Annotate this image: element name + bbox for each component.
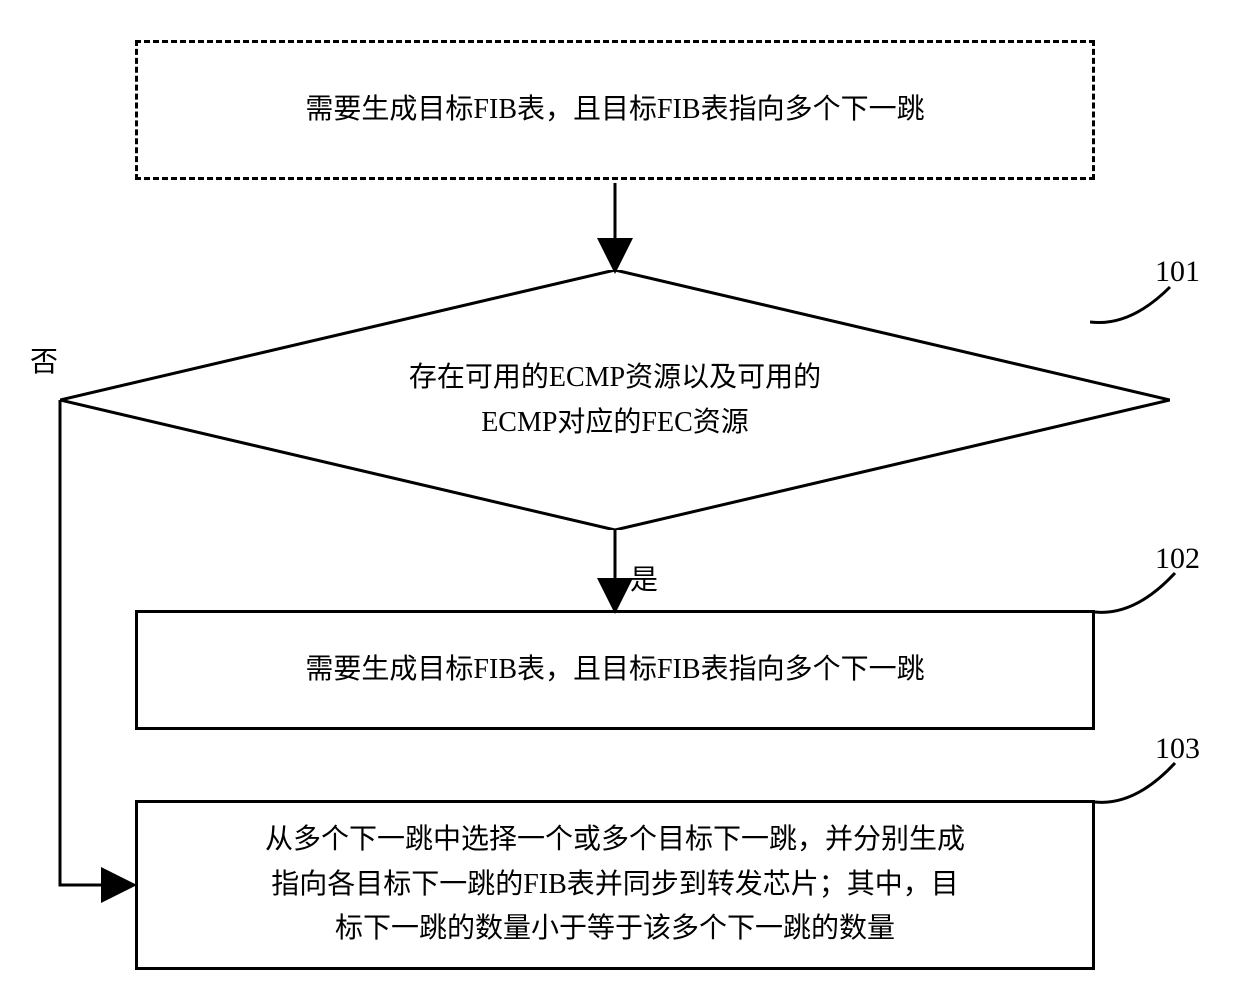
decision-diamond: 存在可用的ECMP资源以及可用的 ECMP对应的FEC资源 (60, 270, 1170, 530)
box-103-line1: 从多个下一跳中选择一个或多个目标下一跳，并分别生成 (265, 824, 965, 855)
ref-arc-101 (1090, 282, 1190, 332)
box-103-text: 从多个下一跳中选择一个或多个目标下一跳，并分别生成 指向各目标下一跳的FIB表并… (265, 818, 965, 952)
ref-label-103: 103 (1155, 732, 1200, 766)
decision-text: 存在可用的ECMP资源以及可用的 ECMP对应的FEC资源 (60, 356, 1170, 446)
ref-label-102: 102 (1155, 542, 1200, 576)
ref-arc-103 (1095, 758, 1195, 813)
flowchart-container: 需要生成目标FIB表，且目标FIB表指向多个下一跳 存在可用的ECMP资源以及可… (0, 0, 1240, 1006)
decision-text-line1: 存在可用的ECMP资源以及可用的 (409, 362, 821, 393)
box-102: 需要生成目标FIB表，且目标FIB表指向多个下一跳 (135, 610, 1095, 730)
box-103-line3: 标下一跳的数量小于等于该多个下一跳的数量 (335, 913, 895, 944)
box-102-text: 需要生成目标FIB表，且目标FIB表指向多个下一跳 (305, 648, 924, 693)
box-103: 从多个下一跳中选择一个或多个目标下一跳，并分别生成 指向各目标下一跳的FIB表并… (135, 800, 1095, 970)
ref-label-101: 101 (1155, 255, 1200, 289)
yes-label: 是 (630, 558, 658, 598)
start-box: 需要生成目标FIB表，且目标FIB表指向多个下一跳 (135, 40, 1095, 180)
no-label: 否 (30, 340, 58, 380)
start-box-text: 需要生成目标FIB表，且目标FIB表指向多个下一跳 (305, 88, 924, 133)
decision-text-line2: ECMP对应的FEC资源 (481, 407, 749, 438)
ref-arc-102 (1095, 568, 1195, 623)
box-103-line2: 指向各目标下一跳的FIB表并同步到转发芯片；其中，目 (271, 869, 959, 900)
